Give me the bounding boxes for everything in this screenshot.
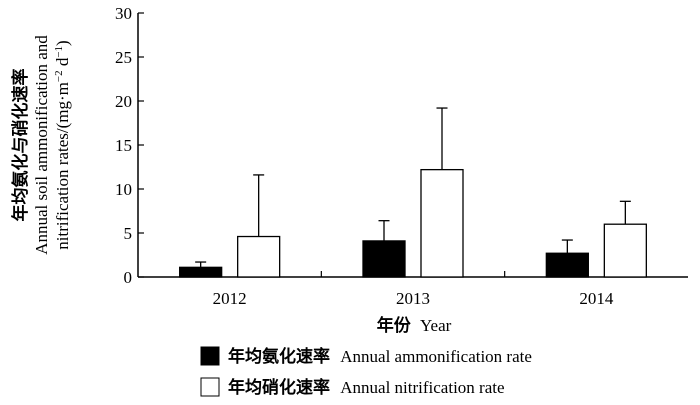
bar-group (362, 220, 406, 278)
svg-text:年均氨化速率 Annual ammonifi: 年均氨化速率 Annual ammonification rate (228, 346, 532, 367)
bar (179, 266, 223, 278)
x-tick-label: 2014 (579, 289, 614, 308)
bar (420, 168, 464, 278)
legend-label-ammonification-zh: 年均氨化速率 (228, 346, 330, 367)
bar (362, 240, 406, 278)
y-axis-title-en-line2: nitrification rates/(mg·m−2 d−1) (53, 40, 72, 249)
y-tick-label: 0 (124, 268, 133, 287)
bar-group (237, 174, 281, 278)
bar-group (420, 107, 464, 278)
bar-group (179, 261, 223, 278)
legend-swatch-ammonification (200, 346, 220, 366)
legend: 年均氨化速率 Annual ammonification rate 年均硝化速率… (200, 346, 532, 398)
y-tick-label: 30 (115, 4, 132, 23)
bar-group (603, 200, 647, 278)
bar (237, 235, 281, 278)
x-axis-title-zh: 年份 (377, 315, 412, 336)
bar (545, 252, 589, 278)
y-tick-label: 20 (115, 92, 132, 111)
y-axis-title-en-line1: Annual soil ammonification and (32, 35, 51, 255)
y-axis-title-zh: 年均氨化与硝化速率 (10, 69, 31, 222)
x-axis-title-en: Year (420, 316, 452, 335)
legend-label-nitrification-zh: 年均硝化速率 (228, 377, 330, 398)
legend-item-nitrification: 年均硝化速率 Annual nitrification rate (200, 377, 505, 398)
x-axis-title: 年份 Year (377, 315, 452, 336)
bar (603, 223, 647, 278)
y-tick-label: 5 (124, 224, 133, 243)
bars (179, 107, 647, 278)
legend-swatch-nitrification (200, 377, 220, 397)
y-ticks: 0 5 10 15 20 25 30 (115, 4, 144, 287)
x-tick-label: 2013 (396, 289, 430, 308)
svg-text:年均硝化速率 Annual nitrific: 年均硝化速率 Annual nitrification rate (228, 377, 505, 398)
x-ticks: 2012 2013 2014 (213, 271, 614, 308)
legend-label-nitrification-en: Annual nitrification rate (340, 378, 504, 397)
legend-label-ammonification-en: Annual ammonification rate (340, 347, 532, 366)
x-tick-label: 2012 (213, 289, 247, 308)
y-tick-label: 25 (115, 48, 132, 67)
legend-item-ammonification: 年均氨化速率 Annual ammonification rate (200, 346, 532, 367)
y-tick-label: 15 (115, 136, 132, 155)
y-tick-label: 10 (115, 180, 132, 199)
y-axis-title: 年均氨化与硝化速率 Annual soil ammonification and… (10, 35, 72, 255)
bar-group (545, 239, 589, 278)
